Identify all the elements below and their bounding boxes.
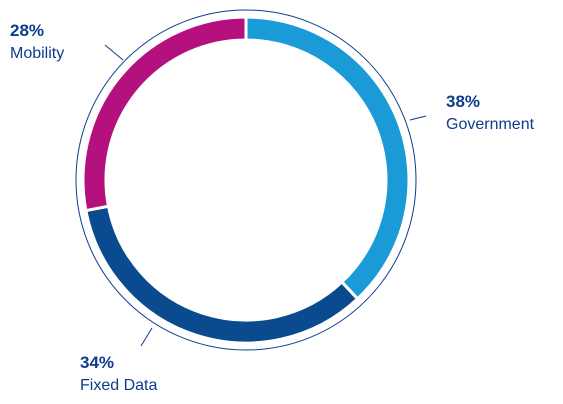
- category-label: Fixed Data: [80, 377, 157, 394]
- leader-line: [140, 327, 153, 347]
- donut-segment: [81, 15, 248, 213]
- donut-segment: [244, 15, 411, 301]
- category-label: Government: [446, 116, 535, 133]
- value-label: 38%: [446, 92, 480, 111]
- leader-line: [409, 115, 427, 121]
- category-label: Mobility: [10, 45, 64, 62]
- donut-segment: [84, 204, 360, 345]
- outer-ring: [75, 9, 417, 351]
- value-label: 28%: [10, 21, 44, 40]
- value-label: 34%: [80, 353, 114, 372]
- leader-line: [104, 44, 124, 61]
